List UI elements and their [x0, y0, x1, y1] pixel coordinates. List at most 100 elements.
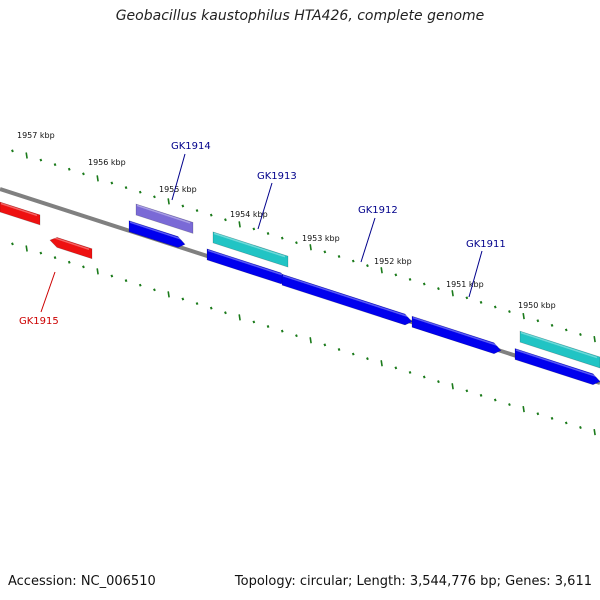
gene-label-gk1911[interactable]: GK1911: [466, 239, 506, 250]
outer-minor-tick: [224, 218, 227, 222]
outer-minor-tick: [394, 273, 398, 277]
gene-block-gk1915-b-highlight: [50, 235, 90, 250]
gene-block-gk1914-bottom-highlight: [129, 221, 183, 241]
inner-minor-tick: [465, 389, 469, 393]
inner-tick-track: [11, 242, 596, 436]
outer-minor-tick: [536, 319, 540, 323]
outer-minor-tick: [110, 181, 114, 185]
outer-minor-tick: [82, 172, 85, 176]
gene-label-gk1913[interactable]: GK1913: [257, 171, 297, 182]
gene-block-gk1912-highlight: [282, 274, 410, 318]
gene-block-gk1913-bottom-highlight: [207, 249, 286, 277]
gene-block-edge-bottom[interactable]: [514, 348, 600, 386]
outer-minor-tick: [437, 287, 440, 291]
outer-major-tick: [96, 175, 99, 182]
scale-labels: 1957 kbp 1956 kbp 1955 kbp 1954 kbp 1953 kbp…: [17, 131, 556, 310]
inner-minor-tick: [508, 403, 511, 407]
outer-minor-tick: [351, 259, 355, 263]
gene-block-gk1913-top[interactable]: [212, 231, 289, 268]
outer-minor-tick: [366, 264, 369, 268]
inner-minor-tick: [408, 370, 412, 374]
inner-minor-tick: [153, 288, 156, 292]
inner-minor-tick: [351, 352, 355, 356]
outer-minor-tick: [408, 277, 412, 281]
outer-major-tick: [380, 267, 383, 274]
scale-label: 1954 kbp: [230, 210, 268, 219]
outer-major-tick: [309, 244, 312, 251]
inner-minor-tick: [323, 343, 327, 347]
gene-label-gk1914[interactable]: GK1914: [171, 141, 211, 152]
inner-minor-tick: [280, 329, 284, 333]
outer-major-tick: [593, 336, 596, 343]
outer-minor-tick: [53, 163, 57, 167]
outer-minor-tick: [67, 167, 71, 171]
gene-block-edge-top[interactable]: [519, 330, 600, 369]
accession-text: Accession: NC_006510: [8, 574, 156, 589]
inner-major-tick: [167, 291, 170, 298]
feature-blocks: [0, 201, 600, 386]
gene-block-gk1911-highlight: [412, 317, 499, 347]
outer-minor-tick: [209, 213, 213, 217]
outer-minor-tick: [465, 296, 469, 300]
inner-minor-tick: [124, 279, 128, 283]
map-title: Geobacillus kaustophilus HTA426, complet…: [115, 8, 485, 24]
outer-minor-tick: [252, 227, 256, 231]
outer-minor-tick: [11, 149, 14, 153]
scale-label: 1953 kbp: [302, 234, 340, 243]
outer-major-tick: [25, 152, 28, 159]
inner-minor-tick: [295, 334, 298, 338]
inner-minor-tick: [209, 306, 213, 310]
outer-minor-tick: [493, 305, 497, 309]
outer-minor-tick: [138, 190, 142, 194]
inner-major-tick: [96, 268, 99, 275]
leader-line-gk1912: [360, 217, 376, 263]
outer-minor-tick: [422, 282, 426, 286]
inner-major-tick: [593, 429, 596, 436]
leader-line-gk1914: [171, 153, 186, 201]
outer-minor-tick: [337, 255, 341, 258]
gene-block-gk1915-b[interactable]: [49, 237, 93, 260]
outer-major-tick: [167, 198, 170, 205]
scale-label: 1955 kbp: [159, 185, 197, 194]
inner-major-tick: [238, 314, 241, 321]
gene-block-gk1914-top[interactable]: [135, 203, 194, 234]
gene-label-gk1915[interactable]: GK1915: [19, 316, 59, 327]
leader-line-gk1915: [40, 271, 56, 313]
inner-minor-tick: [82, 265, 85, 269]
outer-tick-track: [11, 149, 596, 343]
inner-minor-tick: [195, 302, 199, 306]
outer-minor-tick: [323, 250, 327, 254]
scale-label: 1952 kbp: [374, 257, 412, 266]
inner-minor-tick: [366, 357, 369, 361]
gene-block-gk1911[interactable]: [411, 315, 502, 355]
outer-minor-tick: [295, 241, 298, 245]
gene-block-edge-top-highlight: [520, 331, 598, 359]
inner-minor-tick: [266, 325, 270, 329]
gene-block-gk1913-top-highlight: [213, 232, 286, 258]
inner-minor-tick: [550, 416, 554, 420]
outer-minor-tick: [153, 195, 156, 199]
outer-minor-tick: [280, 236, 284, 240]
gene-label-gk1912[interactable]: GK1912: [358, 205, 398, 216]
outer-minor-tick: [181, 204, 185, 208]
outer-minor-tick: [195, 209, 199, 213]
gene-block-gk1915-a[interactable]: [0, 201, 41, 226]
scale-label: 1956 kbp: [88, 158, 126, 167]
inner-minor-tick: [437, 380, 440, 384]
outer-major-tick: [522, 313, 525, 320]
inner-minor-tick: [110, 274, 114, 278]
gene-labels: GK1915 GK1914 GK1913 GK1912 GK1911: [19, 141, 506, 327]
gene-block-gk1914-bottom[interactable]: [128, 220, 186, 248]
gene-block-gk1914-top-highlight: [136, 204, 191, 224]
outer-major-tick: [451, 290, 454, 297]
inner-minor-tick: [11, 242, 14, 246]
inner-minor-tick: [536, 412, 540, 416]
inner-minor-tick: [564, 421, 568, 425]
outer-minor-tick: [124, 186, 128, 190]
inner-major-tick: [380, 360, 383, 367]
outer-minor-tick: [564, 328, 568, 332]
inner-major-tick: [522, 406, 525, 413]
gene-block-gk1912[interactable]: [281, 273, 413, 326]
outer-minor-tick: [266, 232, 270, 236]
